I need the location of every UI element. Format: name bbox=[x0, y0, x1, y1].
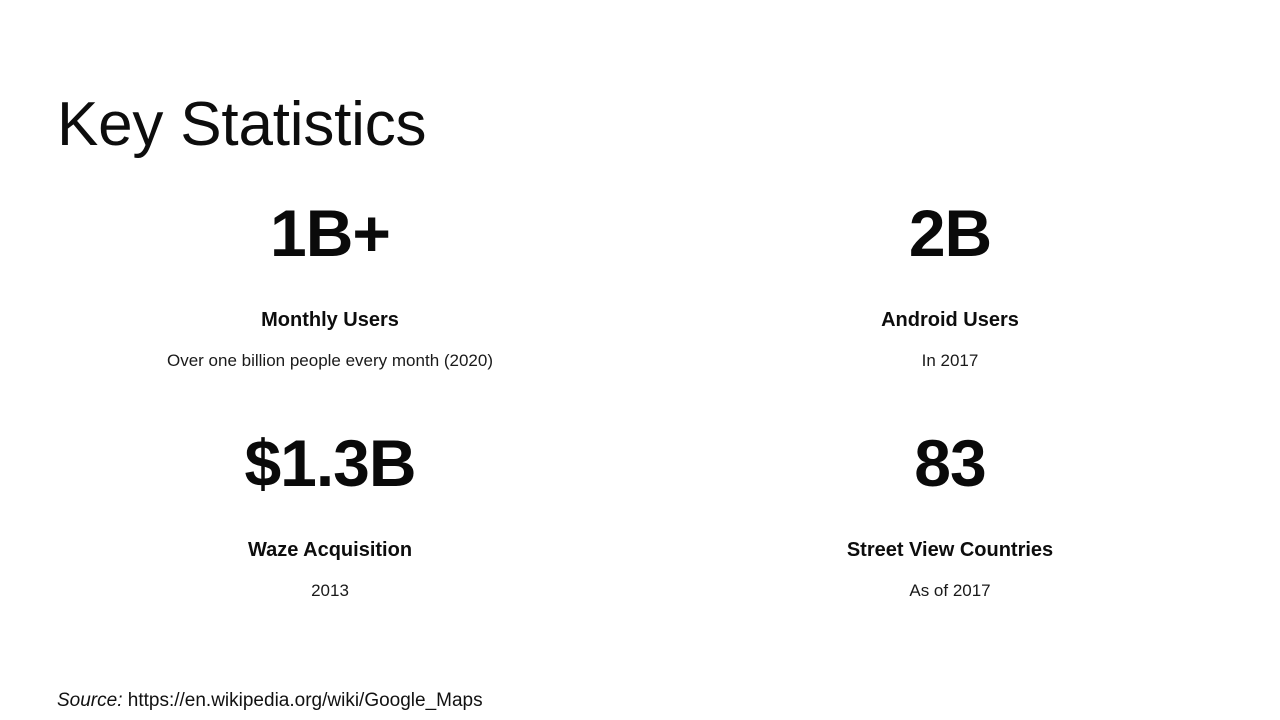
stat-label: Waze Acquisition bbox=[247, 539, 413, 561]
stat-card-android-users: 2B Android Users In 2017 bbox=[640, 180, 1260, 410]
stat-description: 2013 bbox=[311, 581, 349, 600]
stat-description: In 2017 bbox=[921, 351, 979, 370]
stat-value: 2B bbox=[908, 196, 992, 270]
stat-value: $1.3B bbox=[244, 426, 416, 500]
stat-card-monthly-users: 1B+ Monthly Users Over one billion peopl… bbox=[0, 180, 660, 410]
page-title: Key Statistics bbox=[57, 89, 427, 159]
source-label: Source: bbox=[57, 690, 123, 711]
stat-label: Monthly Users bbox=[261, 309, 399, 331]
stat-card-waze-acquisition: $1.3B Waze Acquisition 2013 bbox=[0, 410, 660, 640]
stat-card-street-view-countries: 83 Street View Countries As of 2017 bbox=[640, 410, 1260, 640]
stat-label: Street View Countries bbox=[846, 539, 1054, 561]
stat-label: Android Users bbox=[881, 309, 1019, 331]
stat-value: 83 bbox=[914, 426, 986, 500]
source-footer: Source: https://en.wikipedia.org/wiki/Go… bbox=[57, 690, 483, 713]
stat-value: 1B+ bbox=[270, 196, 391, 270]
source-url: https://en.wikipedia.org/wiki/Google_Map… bbox=[127, 690, 483, 711]
stat-description: Over one billion people every month (202… bbox=[166, 351, 494, 370]
statistics-grid: 1B+ Monthly Users Over one billion peopl… bbox=[0, 180, 1280, 640]
stat-description: As of 2017 bbox=[909, 581, 991, 600]
